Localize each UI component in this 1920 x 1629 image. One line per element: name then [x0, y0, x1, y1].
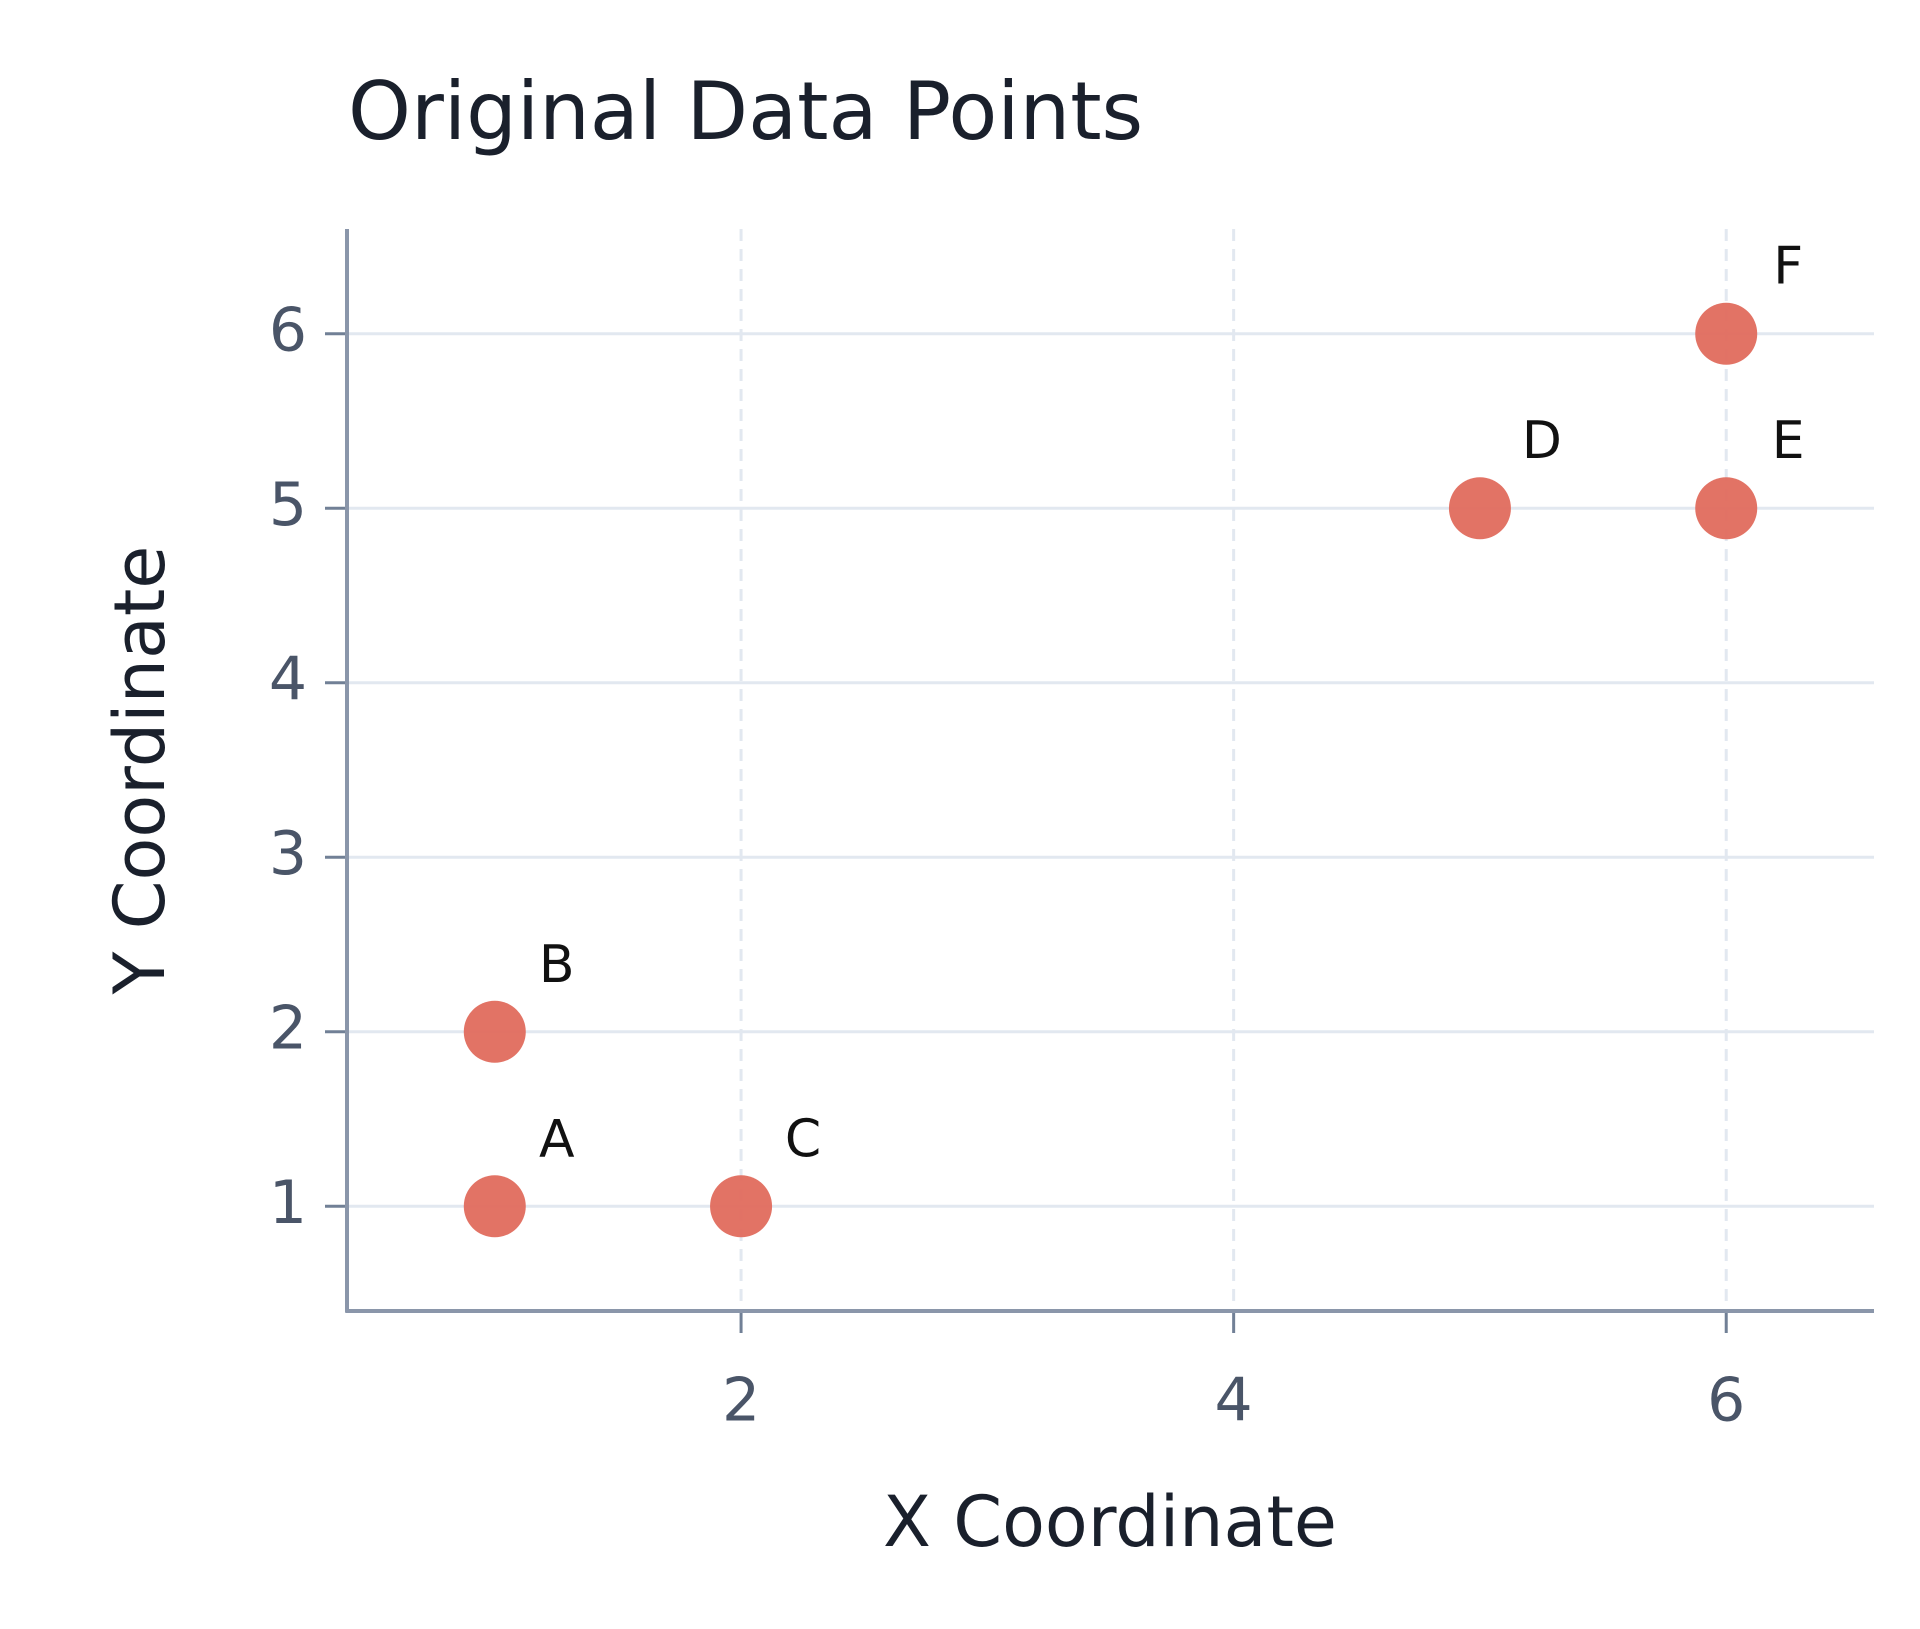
x-tick-label: 4	[1215, 1366, 1253, 1436]
y-tick-label: 5	[269, 470, 307, 540]
point	[463, 1175, 526, 1238]
point-label: A	[539, 1109, 575, 1169]
y-tick-label: 3	[269, 819, 307, 889]
y-tick-label: 1	[269, 1168, 307, 1238]
y-tick-label: 4	[269, 644, 307, 714]
point-label: B	[539, 935, 575, 995]
chart-title: Original Data Points	[348, 65, 1143, 158]
point	[710, 1175, 773, 1238]
y-tick-label: 2	[269, 993, 307, 1063]
point-label: C	[785, 1109, 821, 1169]
point	[463, 1000, 526, 1063]
point	[1448, 477, 1511, 540]
x-tick-label: 6	[1707, 1366, 1745, 1436]
point-label: E	[1772, 411, 1805, 471]
x-axis-label: X Coordinate	[883, 1481, 1337, 1563]
point-label: F	[1773, 237, 1803, 297]
point-label: D	[1522, 411, 1562, 471]
point	[1695, 477, 1758, 540]
x-tick-label: 2	[722, 1366, 760, 1436]
y-axis-label: Y Coordinate	[99, 546, 181, 996]
point	[1695, 302, 1758, 365]
y-tick-label: 6	[269, 295, 307, 365]
